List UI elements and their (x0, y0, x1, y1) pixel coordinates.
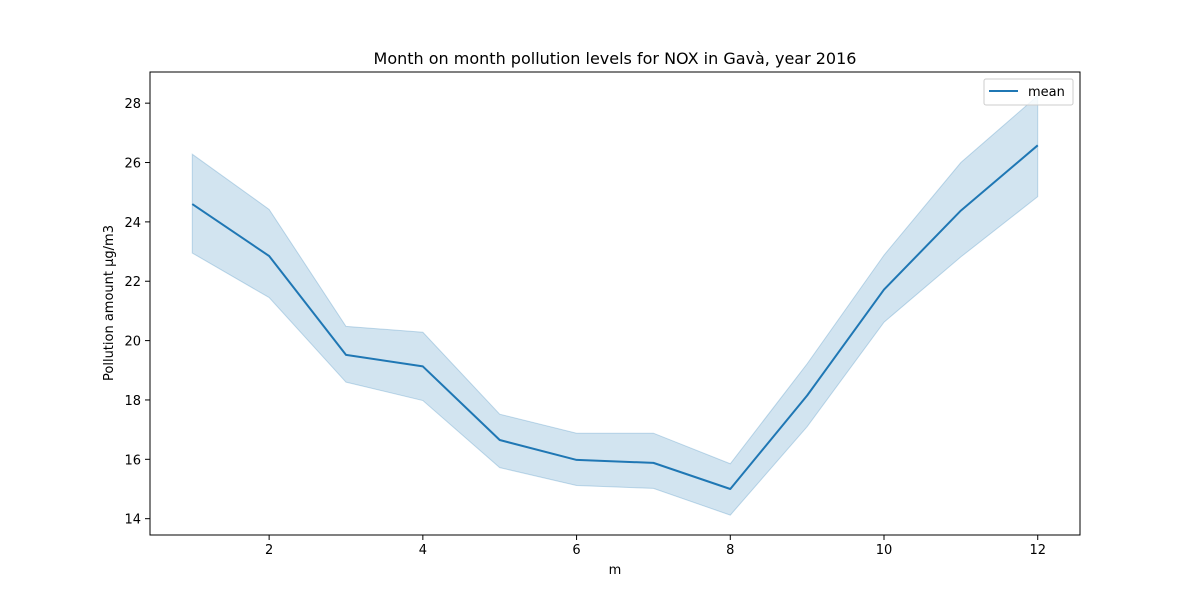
y-tick-label-16: 16 (124, 453, 141, 468)
y-tick-label-28: 28 (124, 97, 141, 112)
y-tick-label-24: 24 (124, 216, 141, 231)
y-tick-label-22: 22 (124, 275, 141, 290)
legend-label-mean: mean (1028, 85, 1065, 100)
x-axis-title: m (609, 563, 622, 578)
y-tick-label-18: 18 (124, 394, 141, 409)
legend-box (983, 78, 1074, 106)
x-tick-label-6: 6 (572, 543, 580, 558)
y-axis-title: Pollution amount µg/m3 (102, 225, 117, 381)
legend: mean (983, 78, 1074, 106)
y-tick-label-26: 26 (124, 157, 141, 172)
chart-title: Month on month pollution levels for NOX … (374, 49, 857, 68)
axes-frame (149, 71, 1081, 536)
x-tick-label-8: 8 (726, 543, 734, 558)
x-tick-label-4: 4 (419, 543, 427, 558)
x-tick-label-12: 12 (1029, 543, 1046, 558)
x-tick-label-10: 10 (876, 543, 893, 558)
y-tick-label-14: 14 (124, 513, 141, 528)
y-tick-label-20: 20 (124, 335, 141, 350)
series-line-mean (191, 144, 1039, 490)
x-tick-label-2: 2 (265, 543, 273, 558)
confidence-band (191, 94, 1039, 516)
